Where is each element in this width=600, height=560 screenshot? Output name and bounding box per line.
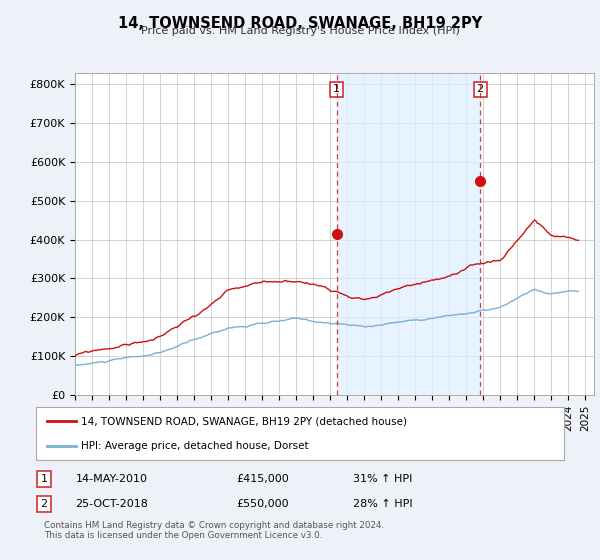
Text: 25-OCT-2018: 25-OCT-2018 xyxy=(76,500,148,510)
Text: 1: 1 xyxy=(333,85,340,95)
Text: £415,000: £415,000 xyxy=(236,474,289,484)
Text: 1: 1 xyxy=(40,474,47,484)
Text: 14-MAY-2010: 14-MAY-2010 xyxy=(76,474,148,484)
Text: Price paid vs. HM Land Registry's House Price Index (HPI): Price paid vs. HM Land Registry's House … xyxy=(140,26,460,36)
Text: £550,000: £550,000 xyxy=(236,500,289,510)
Text: 14, TOWNSEND ROAD, SWANAGE, BH19 2PY (detached house): 14, TOWNSEND ROAD, SWANAGE, BH19 2PY (de… xyxy=(81,417,407,427)
Text: HPI: Average price, detached house, Dorset: HPI: Average price, detached house, Dors… xyxy=(81,441,308,451)
Text: 14, TOWNSEND ROAD, SWANAGE, BH19 2PY: 14, TOWNSEND ROAD, SWANAGE, BH19 2PY xyxy=(118,16,482,31)
Text: 31% ↑ HPI: 31% ↑ HPI xyxy=(353,474,412,484)
Text: 2: 2 xyxy=(40,500,47,510)
Text: 28% ↑ HPI: 28% ↑ HPI xyxy=(353,500,412,510)
Text: Contains HM Land Registry data © Crown copyright and database right 2024.
This d: Contains HM Land Registry data © Crown c… xyxy=(44,521,384,540)
Bar xyxy=(337,73,480,395)
Text: 2: 2 xyxy=(476,85,484,95)
